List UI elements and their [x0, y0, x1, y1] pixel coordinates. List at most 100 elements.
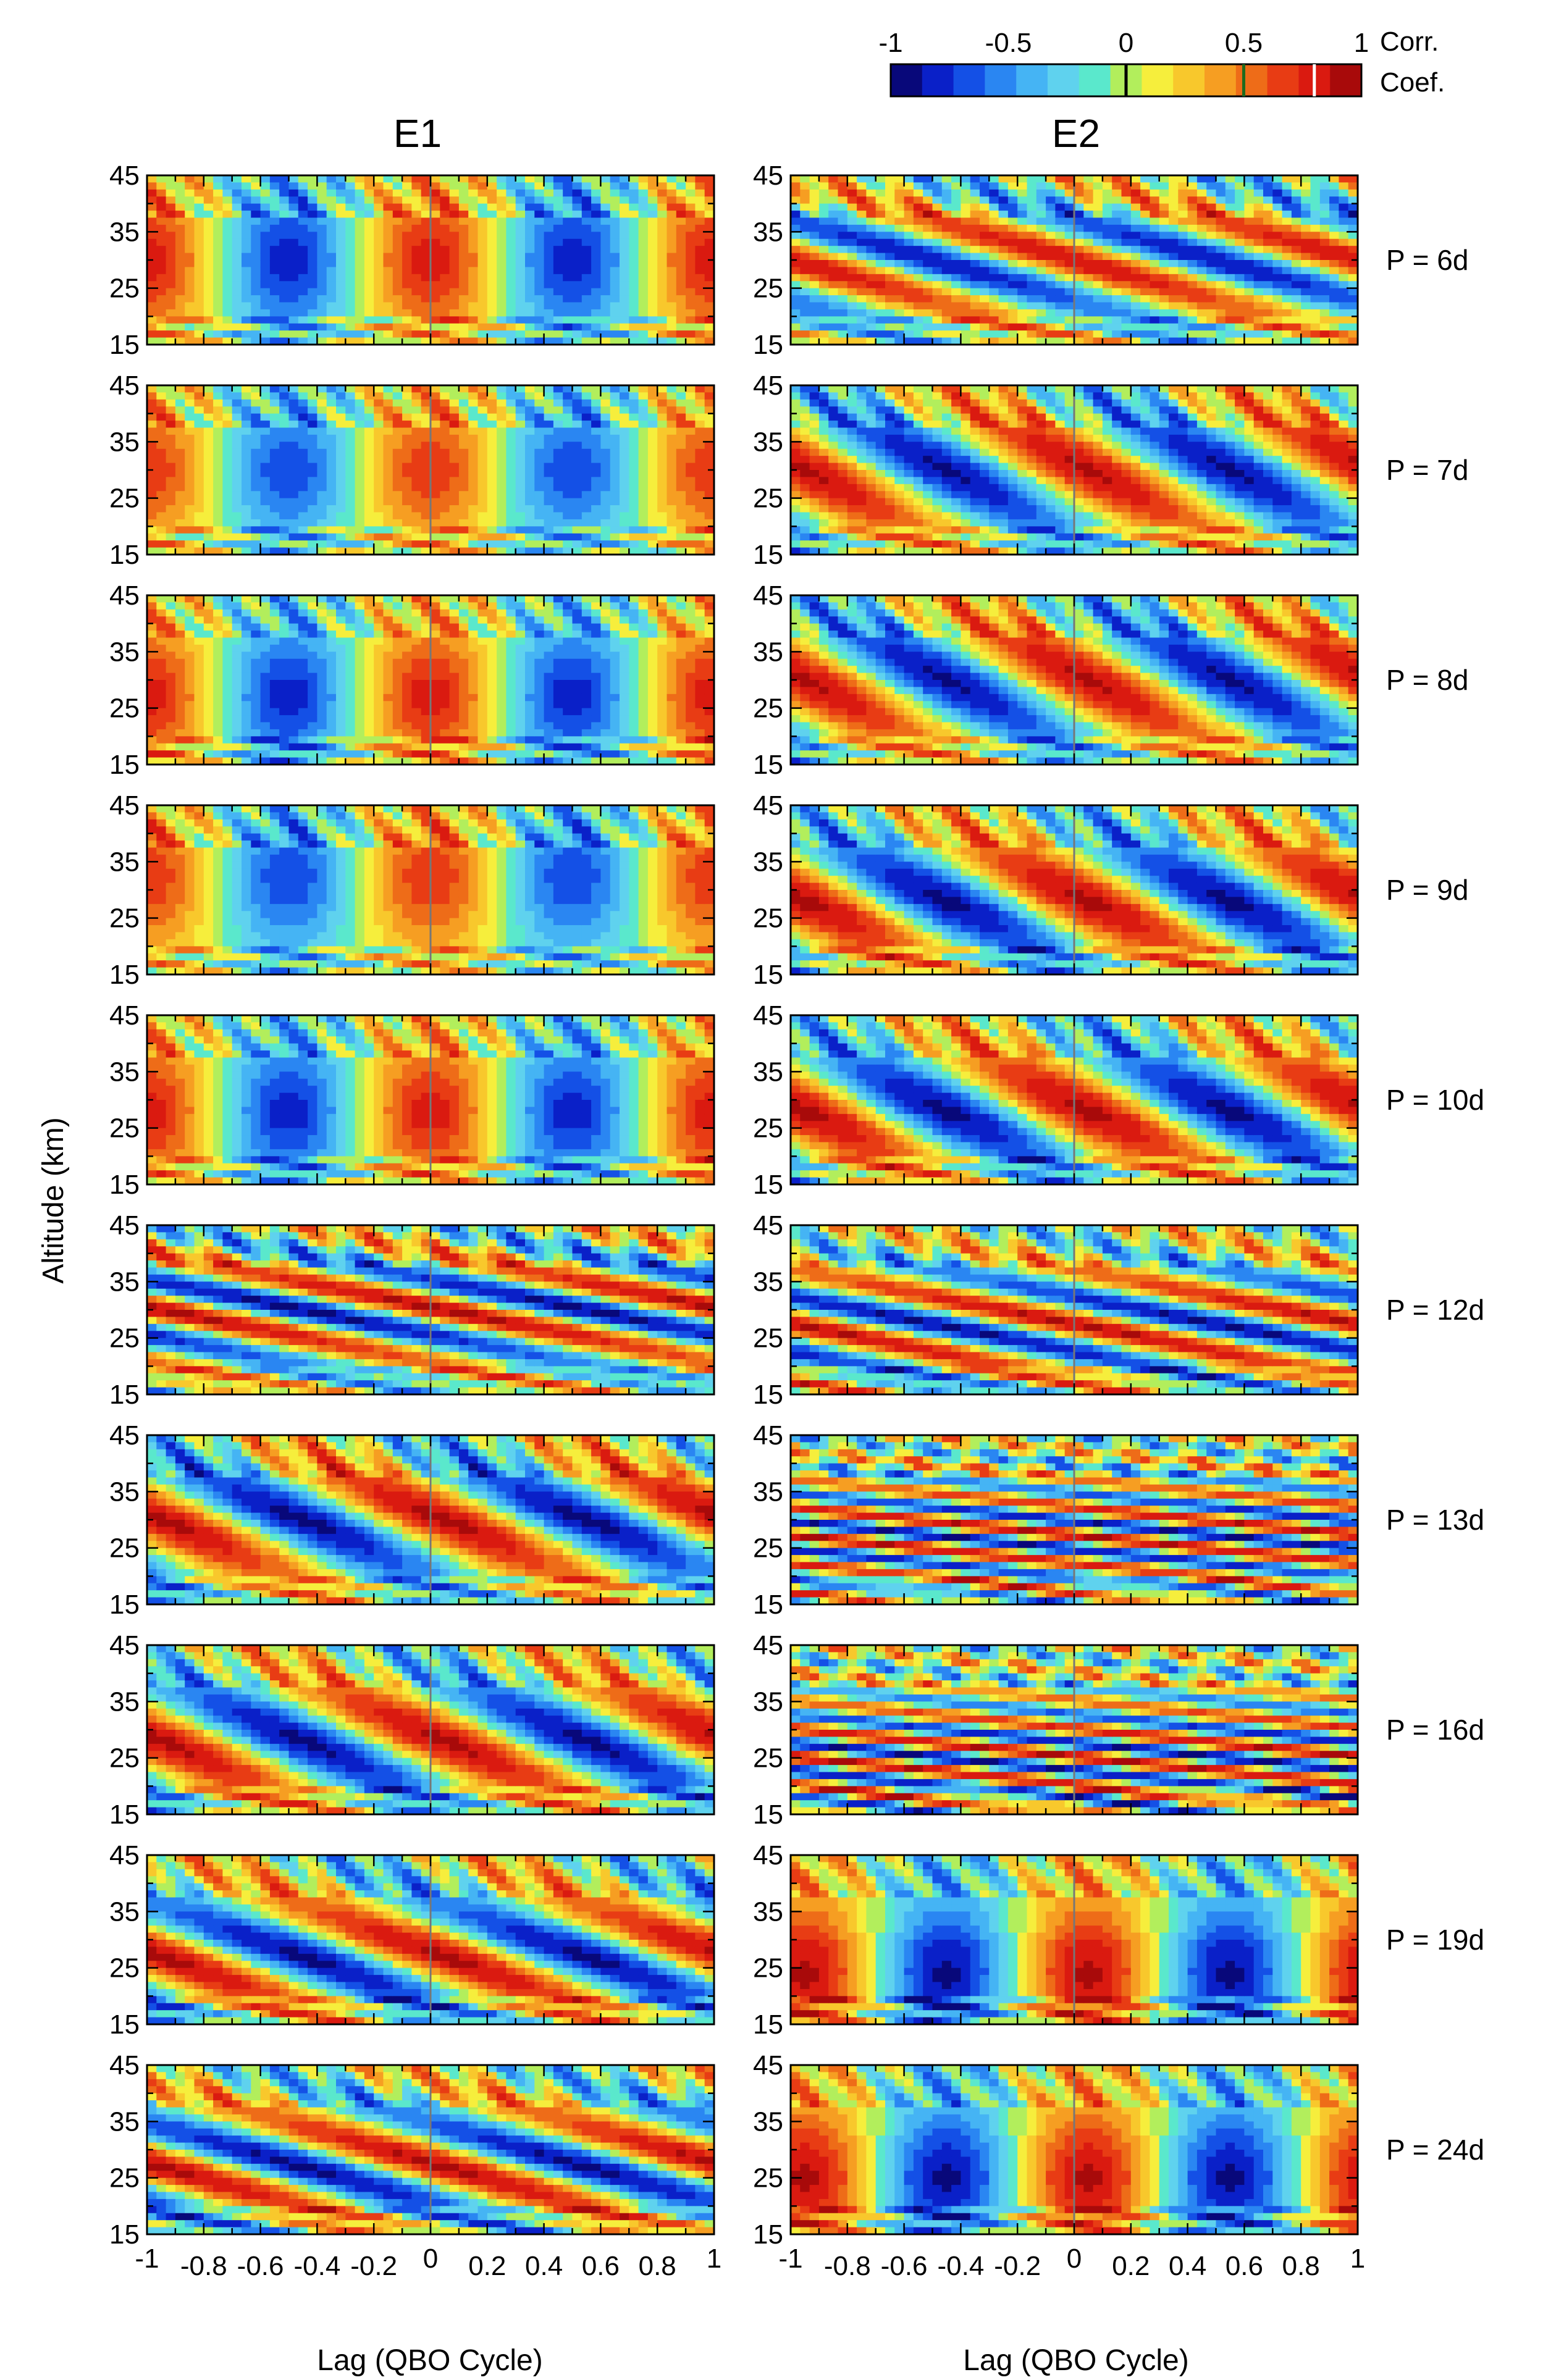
heatmap-cell	[647, 281, 658, 289]
heatmap-cell	[269, 484, 280, 492]
heatmap-cell	[194, 246, 204, 254]
heatmap-cell	[269, 519, 280, 527]
heatmap-cell	[156, 868, 167, 876]
heatmap-cell	[288, 826, 299, 834]
heatmap-cell	[242, 757, 251, 765]
heatmap-cell	[638, 392, 649, 400]
heatmap-cell	[629, 484, 639, 492]
heatmap-cell	[610, 715, 620, 723]
heatmap-cell	[194, 757, 204, 765]
heatmap-cell	[242, 232, 251, 240]
heatmap-cell	[534, 631, 545, 639]
heatmap-cell	[260, 238, 271, 246]
heatmap-cell	[544, 666, 554, 674]
heatmap-cell	[326, 708, 337, 716]
heatmap-cell	[156, 932, 167, 940]
heatmap-cell	[610, 701, 620, 709]
heatmap-cell	[374, 267, 384, 275]
heatmap-cell	[392, 232, 403, 240]
heatmap-cell	[666, 519, 677, 527]
heatmap-cell	[213, 903, 223, 911]
heatmap-cell	[544, 757, 554, 765]
heatmap-cell	[431, 427, 440, 435]
heatmap-cell	[600, 456, 611, 464]
heatmap-cell	[156, 946, 167, 954]
heatmap-cell	[317, 330, 327, 338]
heatmap-cell	[203, 757, 214, 765]
heatmap-cell	[222, 644, 233, 652]
heatmap-cell	[251, 547, 261, 555]
heatmap-cell	[525, 484, 535, 492]
heatmap-cell	[553, 323, 563, 331]
heatmap-cell	[317, 609, 327, 617]
heatmap-cell	[317, 819, 327, 827]
heatmap-cell	[298, 385, 308, 393]
heatmap-cell	[440, 442, 450, 450]
heatmap-cell	[269, 847, 280, 855]
heatmap-cell	[232, 743, 242, 751]
heatmap-cell	[269, 595, 280, 603]
heatmap-cell	[251, 512, 261, 520]
heatmap-cell	[242, 946, 251, 954]
heatmap-cell	[411, 392, 422, 400]
heatmap-cell	[364, 434, 374, 442]
heatmap-cell	[497, 203, 507, 211]
heatmap-cell	[525, 715, 535, 723]
heatmap-cell	[364, 274, 374, 282]
heatmap-cell	[525, 323, 535, 331]
heatmap-cell	[203, 897, 214, 905]
heatmap-cell	[288, 876, 299, 884]
heatmap-cell	[345, 238, 356, 246]
heatmap-cell	[298, 302, 308, 310]
heatmap-cell	[591, 652, 601, 660]
heatmap-cell	[468, 708, 479, 716]
heatmap-cell	[449, 701, 460, 709]
heatmap-cell	[421, 399, 431, 407]
heatmap-cell	[185, 819, 195, 827]
heatmap-cell	[600, 385, 611, 393]
heatmap-cell	[666, 750, 677, 758]
heatmap-cell	[458, 750, 469, 758]
heatmap-cell	[402, 281, 412, 289]
heatmap-cell	[298, 512, 308, 520]
heatmap-cell	[156, 876, 167, 884]
heatmap-cell	[449, 616, 460, 624]
heatmap-cell	[251, 743, 261, 751]
heatmap-cell	[166, 427, 176, 435]
heatmap-cell	[477, 519, 488, 527]
heatmap-cell	[242, 743, 251, 751]
heatmap-cell	[477, 750, 488, 758]
heatmap-cell	[553, 484, 563, 492]
heatmap-cell	[515, 505, 526, 513]
heatmap-cell	[610, 182, 620, 190]
heatmap-cell	[232, 413, 242, 421]
heatmap-cell	[251, 406, 261, 414]
heatmap-cell	[251, 434, 261, 442]
heatmap-cell	[515, 288, 526, 296]
heatmap-cell	[686, 421, 696, 429]
heatmap-cell	[288, 203, 299, 211]
heatmap-cell	[487, 644, 497, 652]
heatmap-cell	[175, 882, 185, 890]
heatmap-cell	[695, 512, 705, 520]
heatmap-cell	[308, 232, 317, 240]
heatmap-cell	[251, 463, 261, 471]
heatmap-cell	[402, 442, 412, 450]
heatmap-cell	[581, 505, 592, 513]
heatmap-cell	[676, 680, 686, 688]
heatmap-cell	[203, 392, 214, 400]
heatmap-cell	[308, 484, 317, 492]
heatmap-cell	[477, 743, 488, 751]
heatmap-cell	[222, 715, 233, 723]
heatmap-cell	[374, 175, 384, 183]
heatmap-cell	[175, 652, 185, 660]
heatmap-cell	[383, 316, 393, 324]
heatmap-cell	[647, 637, 658, 645]
heatmap-cell	[600, 182, 611, 190]
heatmap-cell	[629, 175, 639, 183]
heatmap-cell	[147, 812, 157, 820]
heatmap-cell	[185, 847, 195, 855]
heatmap-cell	[156, 897, 167, 905]
heatmap-cell	[251, 540, 261, 548]
heatmap-cell	[600, 701, 611, 709]
